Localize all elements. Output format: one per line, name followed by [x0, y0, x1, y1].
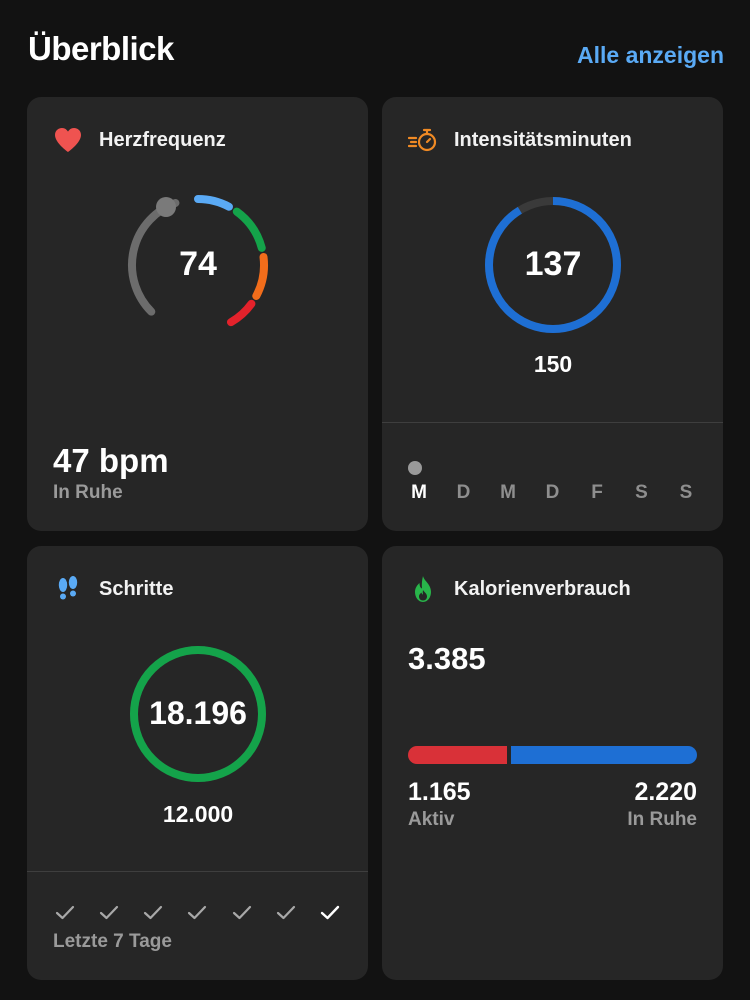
resting-heart-rate: 47 bpm [53, 442, 169, 479]
card-title: Kalorienverbrauch [454, 577, 631, 600]
intensity-goal: 150 [533, 351, 573, 377]
heart-rate-zone-arc [194, 195, 233, 211]
card-title: Schritte [99, 577, 174, 600]
weekday: M [500, 482, 516, 503]
heart-icon [53, 125, 83, 155]
check-icon [97, 901, 121, 925]
intensity-ring [485, 197, 621, 333]
day-activity-dot [408, 461, 422, 475]
heart-rate-card[interactable]: Herzfrequenz 74 47 bpm In Ruhe [27, 97, 368, 531]
card-title: Intensitätsminuten [454, 128, 632, 151]
weekday-row: M D M D F S S [408, 482, 697, 504]
weekday: S [679, 482, 693, 503]
footprints-icon [53, 574, 83, 604]
show-all-link[interactable]: Alle anzeigen [577, 42, 724, 68]
active-calories-label: Aktiv [408, 809, 455, 830]
divider [382, 422, 723, 423]
week-label: Letzte 7 Tage [53, 931, 172, 952]
heart-rate-current: 74 [179, 245, 217, 283]
resting-calories-value: 2.220 [634, 778, 697, 806]
check-icon [185, 901, 209, 925]
weekday: F [591, 482, 603, 503]
page-title: Überblick [28, 30, 174, 67]
steps-goal: 12.000 [162, 801, 234, 827]
steps-ring [130, 646, 266, 782]
active-calories-value: 1.165 [408, 778, 471, 806]
heart-rate-zone-arc [232, 207, 266, 252]
calorie-split-bar [408, 746, 697, 764]
intensity-minutes-card[interactable]: Intensitätsminuten 137 150 M D M D F S S [382, 97, 723, 531]
check-icon [274, 901, 298, 925]
active-calories-bar [408, 746, 507, 764]
stopwatch-icon [408, 125, 438, 155]
intensity-value: 137 [524, 245, 582, 283]
overview-header: Überblick Alle anzeigen [28, 26, 724, 76]
card-title: Herzfrequenz [99, 128, 226, 151]
resting-label: In Ruhe [53, 482, 123, 503]
steps-card[interactable]: Schritte 18.196 12.000 Letzte 7 Tage [27, 546, 368, 980]
flame-icon [408, 574, 438, 604]
check-icon [53, 901, 77, 925]
check-icon [230, 901, 254, 925]
calories-total: 3.385 [408, 641, 486, 676]
check-icon [141, 901, 165, 925]
heart-rate-zone-arc [252, 252, 268, 300]
ring-progress [130, 646, 266, 782]
resting-calories-bar [511, 746, 697, 764]
resting-calories-label: In Ruhe [627, 809, 697, 830]
weekday: D [545, 482, 560, 503]
ring-progress [485, 197, 621, 333]
gauge-indicator [156, 197, 176, 217]
week-checks [53, 901, 342, 925]
weekday: S [635, 482, 648, 503]
calories-card[interactable]: Kalorienverbrauch 3.385 1.165 Aktiv 2.22… [382, 546, 723, 980]
heart-rate-gauge [128, 195, 268, 327]
check-icon-today [318, 901, 342, 925]
heart-rate-zone-arc [227, 299, 256, 327]
weekday: D [456, 482, 471, 503]
steps-value: 18.196 [149, 695, 247, 731]
weekday: M [411, 482, 427, 503]
divider [27, 871, 368, 872]
